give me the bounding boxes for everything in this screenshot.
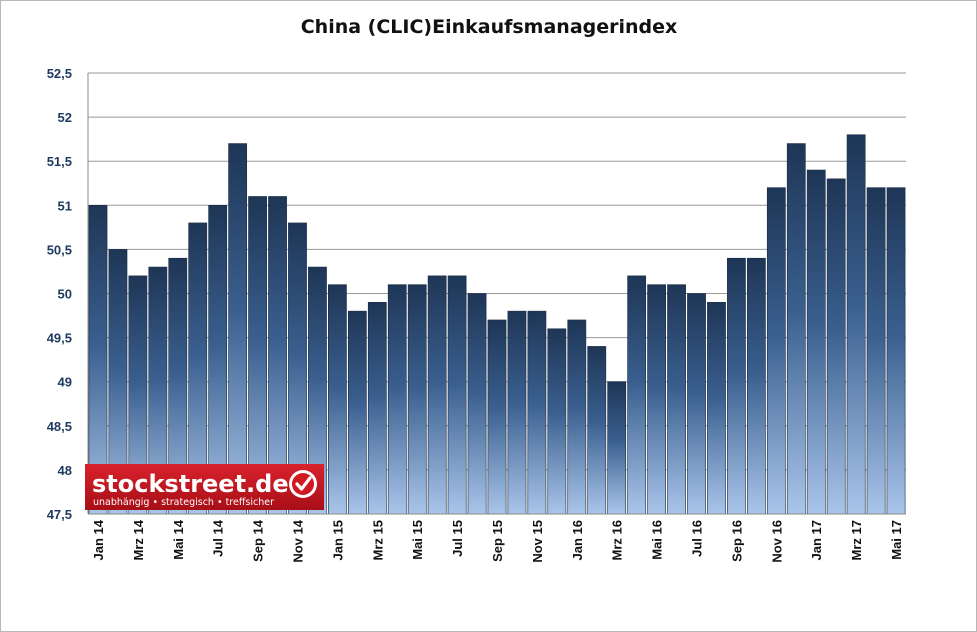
x-tick-label: Mai 17 bbox=[889, 520, 904, 560]
bar bbox=[826, 178, 846, 515]
bar-series bbox=[88, 134, 906, 515]
x-tick-label: Mrz 15 bbox=[370, 520, 385, 560]
bar bbox=[727, 257, 746, 515]
bar bbox=[627, 275, 647, 515]
bar bbox=[567, 319, 587, 515]
bar bbox=[228, 143, 248, 515]
x-tick-label: Mai 16 bbox=[650, 520, 665, 560]
x-tick-label: Sep 16 bbox=[729, 520, 744, 562]
bar bbox=[786, 143, 806, 515]
x-tick-label: Nov 14 bbox=[290, 519, 305, 562]
bar bbox=[367, 302, 387, 515]
x-tick-label: Sep 14 bbox=[251, 519, 266, 562]
bar bbox=[866, 187, 886, 515]
x-tick-label: Mrz 16 bbox=[610, 520, 625, 560]
logo-background bbox=[85, 464, 324, 510]
bar bbox=[527, 310, 547, 515]
chart-title: China (CLIC)Einkaufsmanagerindex bbox=[301, 16, 678, 38]
check-mark-icon bbox=[289, 470, 317, 498]
x-tick-label: Mrz 14 bbox=[131, 519, 146, 560]
x-tick-label: Jan 15 bbox=[330, 520, 345, 560]
x-tick-label: Mrz 17 bbox=[849, 520, 864, 560]
x-tick-label: Jan 16 bbox=[570, 520, 585, 560]
bar bbox=[607, 381, 627, 515]
y-tick-label: 52,5 bbox=[47, 66, 72, 81]
y-tick-label: 47,5 bbox=[47, 507, 72, 522]
x-tick-label: Jan 17 bbox=[809, 520, 824, 560]
x-tick-label: Jul 14 bbox=[211, 519, 226, 557]
bar bbox=[328, 284, 347, 515]
bar bbox=[746, 257, 766, 515]
x-tick-label: Mai 14 bbox=[171, 519, 186, 560]
bar bbox=[387, 284, 407, 515]
axes bbox=[87, 73, 906, 515]
x-tick-label: Nov 15 bbox=[530, 520, 545, 563]
bar bbox=[647, 284, 666, 515]
logo-name: stockstreet.de bbox=[92, 470, 289, 498]
bar bbox=[667, 284, 686, 515]
bar bbox=[407, 284, 427, 515]
bar bbox=[467, 293, 487, 515]
x-axis-tick-labels: Jan 14 Mrz 14 Mai 14 Jul 14 Sep 14 Nov 14 Jan … bbox=[91, 519, 904, 562]
bar bbox=[707, 302, 726, 515]
y-tick-label: 50,5 bbox=[47, 242, 72, 257]
y-tick-label: 52 bbox=[58, 110, 72, 125]
y-axis-tick-labels: 47,5 48 48,5 49 49,5 50 50,5 51 51,5 52 52,5 bbox=[47, 66, 72, 522]
bar bbox=[547, 328, 567, 515]
x-tick-label: Mai 15 bbox=[410, 520, 425, 560]
bar bbox=[687, 293, 706, 515]
bar bbox=[886, 187, 906, 515]
bar bbox=[427, 275, 447, 515]
bar bbox=[487, 319, 507, 515]
y-tick-label: 49,5 bbox=[47, 331, 72, 346]
logo-tagline: unabhängig • strategisch • treffsicher bbox=[93, 497, 274, 508]
x-tick-label: Sep 15 bbox=[490, 520, 505, 562]
x-tick-label: Nov 16 bbox=[769, 520, 784, 563]
y-tick-label: 51,5 bbox=[47, 154, 72, 169]
x-tick-label: Jan 14 bbox=[91, 519, 106, 560]
bar bbox=[846, 134, 866, 515]
stockstreet-logo: stockstreet.de unabhängig • strategisch … bbox=[85, 464, 324, 510]
bar bbox=[766, 187, 786, 515]
y-tick-label: 48,5 bbox=[47, 419, 72, 434]
bar bbox=[507, 310, 527, 515]
bar bbox=[587, 346, 607, 515]
x-tick-label: Jul 16 bbox=[690, 520, 705, 557]
y-tick-label: 48 bbox=[58, 463, 72, 478]
y-tick-label: 50 bbox=[58, 287, 72, 302]
bar bbox=[347, 310, 367, 515]
bar bbox=[447, 275, 467, 515]
bar bbox=[806, 169, 826, 515]
x-tick-label: Jul 15 bbox=[450, 520, 465, 557]
y-tick-label: 51 bbox=[58, 198, 72, 213]
y-tick-label: 49 bbox=[58, 375, 72, 390]
